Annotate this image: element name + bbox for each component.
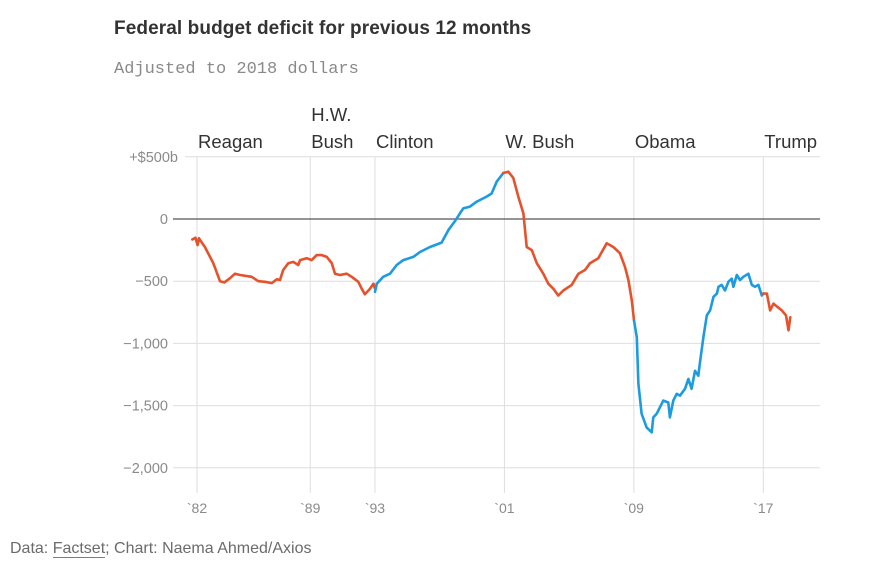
axis-labels: `82 `89 `93 `01 `09 `17 +$500b 0 −500 −1,000 −1,50… bbox=[123, 104, 817, 516]
series-line-democrat bbox=[632, 272, 765, 434]
x-tick-label: `93 bbox=[365, 500, 385, 516]
series-line-republican bbox=[501, 170, 636, 322]
x-tick-label: `17 bbox=[753, 500, 773, 516]
gridlines bbox=[173, 156, 820, 493]
president-label: Obama bbox=[635, 131, 696, 152]
x-tick-label: `89 bbox=[300, 500, 320, 516]
y-tick-label: −1,000 bbox=[123, 336, 168, 352]
president-label: Trump bbox=[764, 131, 817, 152]
y-tick-label: 0 bbox=[160, 212, 168, 228]
chart-title: Federal budget deficit for previous 12 m… bbox=[114, 18, 532, 39]
series-line-republican bbox=[191, 236, 377, 296]
factset-link[interactable]: Factset bbox=[52, 540, 106, 558]
x-tick-label: `82 bbox=[187, 500, 207, 516]
president-label: W. Bush bbox=[505, 131, 574, 152]
y-tick-label: −1,500 bbox=[123, 399, 168, 415]
president-label: H.W. bbox=[311, 104, 351, 125]
x-tick-label: `09 bbox=[624, 500, 644, 516]
series-line-democrat bbox=[373, 171, 505, 294]
president-label: Bush bbox=[311, 131, 353, 152]
series-line-republican bbox=[761, 292, 792, 332]
series-lines bbox=[191, 170, 792, 434]
source-credit: Data: Factset; Chart: Naema Ahmed/Axios bbox=[10, 540, 311, 558]
president-label: Clinton bbox=[376, 131, 434, 152]
president-label: Reagan bbox=[198, 131, 263, 152]
y-tick-label: −500 bbox=[135, 274, 168, 290]
chart-subtitle: Adjusted to 2018 dollars bbox=[114, 60, 359, 79]
y-tick-label: +$500b bbox=[129, 150, 178, 166]
y-tick-label: −2,000 bbox=[123, 461, 168, 477]
source-prefix: Data: bbox=[10, 540, 53, 557]
source-suffix: ; Chart: Naema Ahmed/Axios bbox=[105, 540, 312, 557]
x-tick-label: `01 bbox=[494, 500, 514, 516]
